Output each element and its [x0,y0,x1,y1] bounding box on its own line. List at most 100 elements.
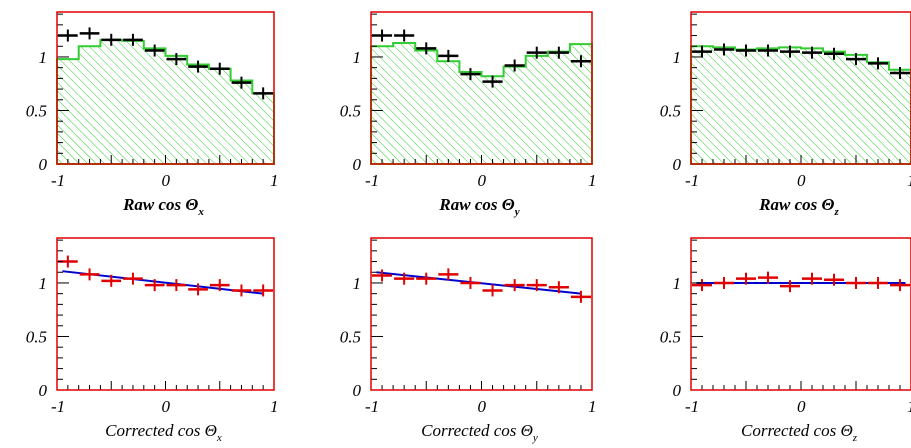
data-point [372,269,393,282]
axis-ticks [690,239,911,391]
y-tick-label: 0 [39,155,48,174]
y-tick-label: 1 [353,274,362,293]
y-tick-label: 0.5 [660,327,681,346]
x-tick-label: 1 [588,171,597,190]
x-axis-title-main: Raw cos Θ [122,195,198,214]
x-tick-label: 1 [907,171,911,190]
data-point [868,276,888,289]
x-tick-label: 1 [588,397,597,416]
data-point [868,57,888,70]
data-point [188,283,208,296]
plot-frame [56,11,275,165]
data-point [846,276,866,289]
mc-histogram [690,45,911,165]
panel-corrected-x: -1 0 1 0 0.5 1 Corrected cos Θx [26,237,279,444]
data-point [188,60,208,73]
x-axis-title: Raw cos Θx [122,195,204,218]
data-point [570,55,591,68]
mc-histogram [56,38,275,165]
mc-histogram [370,42,593,165]
x-axis-title-main: Corrected cos Θ [105,421,217,440]
data-point [123,272,143,285]
data-point [438,268,459,281]
data-point [526,46,547,59]
y-tick-label: 1 [39,274,48,293]
panel-raw-y: -1 0 1 0 0.5 1 Raw cos Θy [340,11,597,218]
data-point [802,46,822,59]
x-tick-label: 0 [478,171,487,190]
x-tick-label: 1 [270,397,279,416]
data-point [548,46,569,59]
data-point [101,33,122,46]
data-point [714,43,734,56]
data-point [416,272,437,285]
x-axis-title-main: Raw cos Θ [438,195,514,214]
data-point [394,272,415,285]
x-axis-title-subscript: z [834,206,840,218]
data-point [209,279,230,292]
data-point [394,29,415,42]
data-point [824,273,844,286]
axis-ticks [56,239,275,391]
x-tick-label: 0 [797,171,806,190]
x-tick-label: 0 [478,397,487,416]
plot-frame [370,11,593,165]
panel-corrected-y: -1 0 1 0 0.5 1 Corrected cos Θy [340,237,597,444]
data-point [79,268,100,281]
x-axis-title-subscript: y [532,432,538,444]
y-tick-label: 1 [673,274,682,293]
data-point [780,280,800,293]
x-tick-label: -1 [685,397,699,416]
x-axis-title: Raw cos Θy [438,195,519,218]
data-point [504,59,525,72]
data-point [166,279,187,292]
x-tick-label: 1 [907,397,911,416]
panel-raw-x: -1 0 1 0 0.5 1 Raw cos Θx [26,11,279,218]
data-point [482,75,503,88]
plot-area [370,13,593,165]
y-tick-label: 0.5 [340,327,361,346]
x-tick-label: -1 [51,397,65,416]
data-point [166,53,187,66]
x-axis-title: Corrected cos Θx [105,421,222,444]
data-point [123,33,143,46]
data-point [231,284,252,297]
data-point [736,272,756,285]
plot-area [56,13,275,165]
plot-area [370,239,593,391]
data-point [460,68,481,81]
y-tick-label: 0 [673,381,682,400]
data-point [714,276,734,289]
x-tick-label: -1 [365,397,379,416]
plot-frame [56,237,275,391]
y-tick-label: 1 [39,48,48,67]
data-point [846,53,866,66]
data-point [253,284,273,297]
panel-raw-z: -1 0 1 0 0.5 1 Raw cos Θz [660,11,911,218]
x-tick-label: 0 [162,171,171,190]
data-point [144,279,165,292]
y-tick-label: 0.5 [340,101,361,120]
data-point [692,279,712,292]
x-tick-label: 0 [797,397,806,416]
plot-area [56,239,275,391]
x-axis-title: Corrected cos Θy [421,421,538,444]
x-axis-title: Raw cos Θz [758,195,839,218]
x-tick-label: -1 [51,171,65,190]
data-point [209,62,230,75]
x-axis-title-subscript: z [852,432,858,444]
data-point [253,87,273,100]
plot-frame [690,11,911,165]
plot-area [690,13,911,165]
plot-frame [370,237,593,391]
data-point [824,47,844,60]
data-point [526,279,547,292]
data-point [758,271,778,284]
data-point [802,272,822,285]
plot-area [690,239,911,391]
data-point [890,67,910,80]
x-axis-title-main: Corrected cos Θ [741,421,853,440]
y-tick-label: 1 [673,48,682,67]
x-axis-title-subscript: y [513,206,520,218]
